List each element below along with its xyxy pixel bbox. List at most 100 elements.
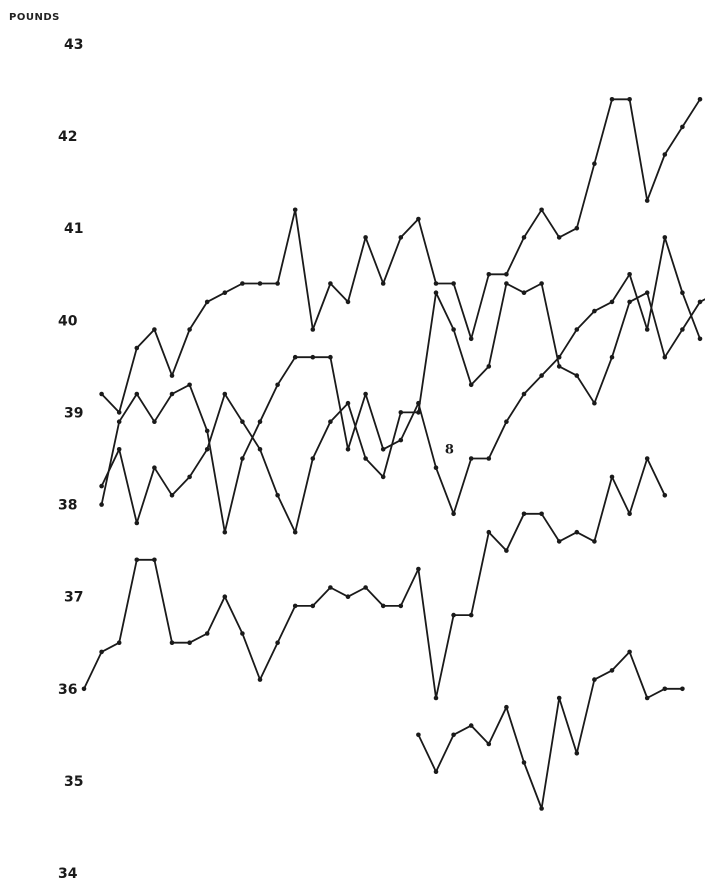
data-point bbox=[345, 400, 351, 406]
annotation-group: 8 bbox=[445, 442, 454, 457]
data-point bbox=[416, 216, 421, 222]
data-point bbox=[204, 299, 210, 305]
data-point bbox=[240, 456, 245, 461]
data-point bbox=[328, 585, 333, 590]
data-point bbox=[222, 594, 228, 599]
data-point bbox=[521, 235, 527, 240]
data-point bbox=[99, 391, 104, 397]
data-point bbox=[680, 124, 685, 130]
data-point bbox=[222, 529, 228, 535]
data-point bbox=[152, 557, 157, 563]
data-point bbox=[662, 493, 668, 498]
data-point bbox=[398, 603, 404, 609]
data-point bbox=[504, 548, 509, 553]
data-point bbox=[644, 327, 650, 332]
data-point bbox=[204, 428, 210, 434]
data-point bbox=[662, 686, 668, 692]
data-point bbox=[169, 391, 175, 397]
data-point bbox=[592, 400, 597, 406]
data-point bbox=[398, 437, 404, 443]
series-group bbox=[81, 97, 705, 811]
data-point bbox=[328, 354, 333, 360]
data-point bbox=[574, 225, 580, 231]
data-point bbox=[416, 732, 421, 738]
data-point bbox=[644, 456, 650, 461]
data-point bbox=[345, 594, 351, 599]
y-tick-label: 35 bbox=[64, 774, 83, 790]
data-point bbox=[609, 299, 615, 305]
data-point bbox=[292, 207, 298, 213]
data-point bbox=[592, 161, 597, 166]
data-point bbox=[222, 290, 228, 296]
data-point bbox=[627, 511, 632, 517]
data-point bbox=[468, 723, 474, 728]
data-point bbox=[697, 97, 703, 102]
data-point bbox=[504, 272, 509, 277]
data-point bbox=[380, 281, 386, 286]
data-point bbox=[486, 364, 492, 369]
data-point bbox=[574, 529, 580, 535]
data-point bbox=[627, 272, 632, 277]
data-point bbox=[468, 456, 474, 461]
data-point bbox=[697, 299, 703, 305]
data-point bbox=[433, 465, 439, 471]
data-point bbox=[539, 806, 544, 811]
y-tick-label: 37 bbox=[64, 590, 83, 606]
data-point bbox=[662, 354, 668, 360]
series-marker-label: 8 bbox=[445, 442, 454, 457]
data-point bbox=[416, 410, 421, 415]
data-point bbox=[662, 235, 668, 240]
data-point bbox=[556, 354, 562, 360]
data-point bbox=[416, 400, 421, 406]
data-point bbox=[275, 493, 280, 498]
data-point bbox=[240, 281, 245, 286]
data-point bbox=[680, 290, 685, 296]
data-point bbox=[187, 474, 192, 480]
data-point bbox=[398, 410, 404, 415]
data-point bbox=[363, 456, 368, 461]
data-point bbox=[556, 539, 562, 544]
data-point bbox=[468, 612, 474, 618]
y-tick-label: 40 bbox=[58, 313, 78, 329]
data-point bbox=[539, 373, 544, 378]
y-axis-tick-labels: 43 42 41 40 39 38 37 36 35 34 bbox=[58, 37, 83, 882]
data-point bbox=[328, 281, 333, 286]
data-point bbox=[187, 382, 192, 388]
series-line bbox=[100, 282, 705, 534]
data-point bbox=[486, 456, 492, 461]
data-point bbox=[609, 474, 615, 480]
data-point bbox=[644, 695, 650, 701]
data-point bbox=[363, 391, 368, 397]
data-point bbox=[292, 529, 298, 535]
data-point bbox=[486, 741, 492, 747]
data-point bbox=[169, 640, 175, 645]
data-point bbox=[257, 677, 263, 682]
data-point bbox=[204, 631, 210, 636]
data-point bbox=[644, 290, 650, 296]
data-point bbox=[134, 391, 140, 397]
data-point bbox=[592, 539, 597, 544]
data-point bbox=[644, 198, 650, 203]
data-point bbox=[416, 566, 421, 572]
data-point bbox=[680, 327, 685, 332]
data-point bbox=[169, 373, 175, 378]
data-point bbox=[662, 152, 668, 157]
data-point bbox=[257, 447, 263, 452]
data-point bbox=[539, 281, 544, 286]
series-1 bbox=[99, 97, 703, 415]
data-point bbox=[292, 354, 298, 360]
data-point bbox=[627, 649, 632, 655]
data-point bbox=[380, 447, 386, 452]
data-point bbox=[521, 290, 527, 296]
data-point bbox=[521, 760, 527, 765]
data-point bbox=[81, 686, 87, 692]
data-point bbox=[592, 677, 597, 682]
data-point bbox=[451, 612, 456, 618]
data-point bbox=[169, 493, 175, 498]
y-tick-label: 36 bbox=[58, 682, 77, 698]
data-point bbox=[521, 391, 527, 397]
data-point bbox=[275, 382, 280, 388]
data-point bbox=[152, 327, 157, 332]
data-point bbox=[521, 511, 527, 517]
